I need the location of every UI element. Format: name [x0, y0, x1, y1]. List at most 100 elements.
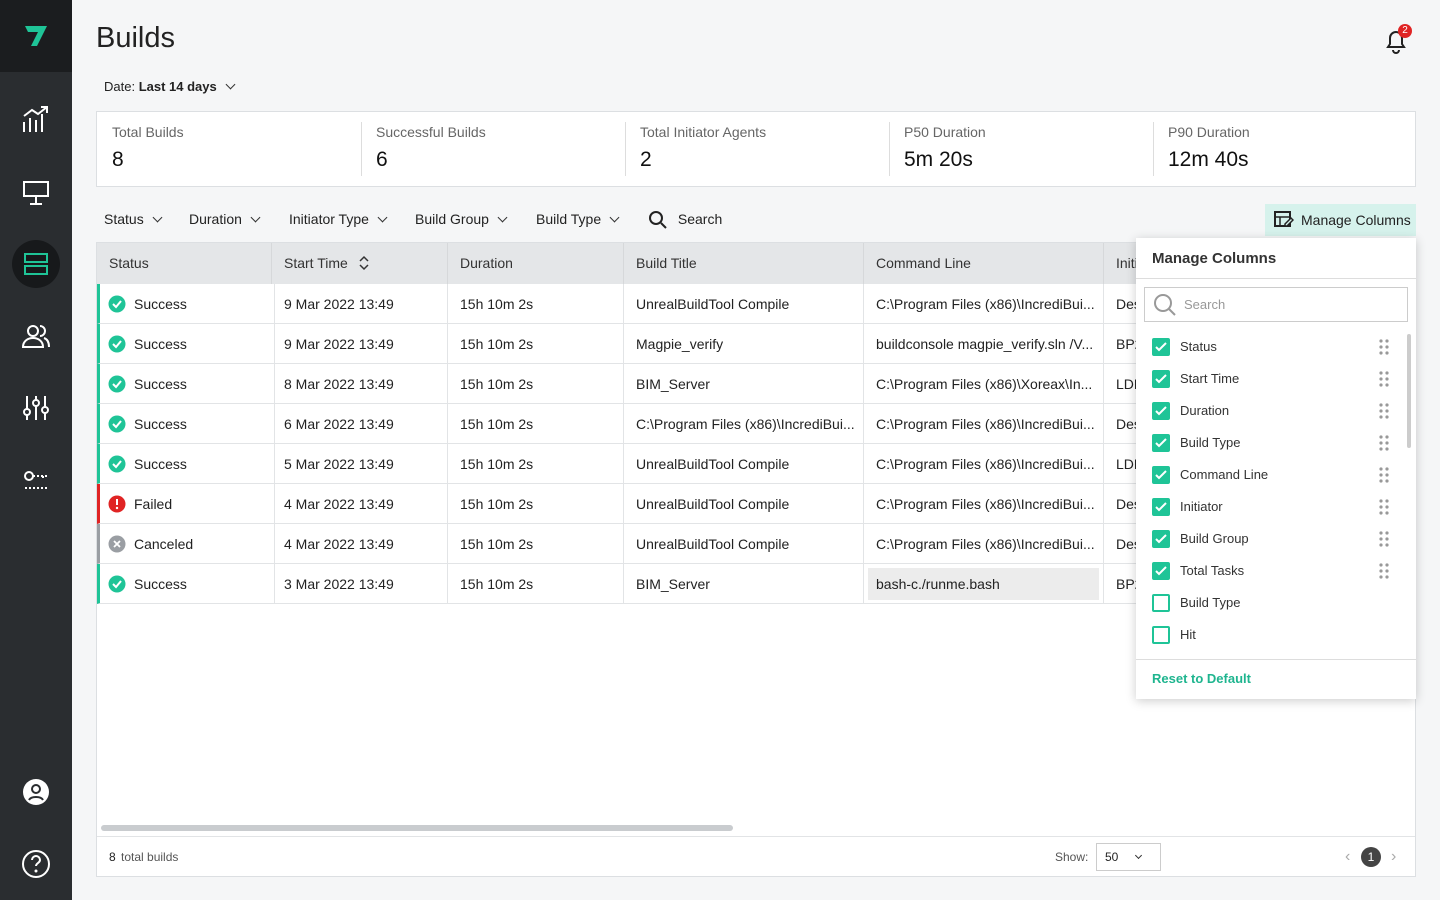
cell-text: C:\Program Files (x86)\IncrediBui... [876, 496, 1095, 512]
table-cell: 15h 10m 2s [448, 564, 624, 604]
drag-handle[interactable] [1378, 339, 1390, 355]
checkbox[interactable] [1152, 466, 1170, 484]
checkbox[interactable] [1152, 338, 1170, 356]
nav-profile[interactable] [20, 776, 52, 808]
checkbox[interactable] [1152, 530, 1170, 548]
scrollbar[interactable] [101, 825, 733, 831]
cell-text: Success [134, 416, 187, 432]
panel-search[interactable]: Search [1144, 287, 1408, 322]
status-icon [108, 375, 126, 393]
nav-keys[interactable] [20, 464, 52, 496]
nav-settings[interactable] [20, 392, 52, 424]
drag-handle[interactable] [1378, 435, 1390, 451]
nav-help[interactable] [20, 848, 52, 880]
column-header[interactable]: Status [97, 243, 272, 284]
panel-title: Manage Columns [1152, 250, 1277, 267]
next-page[interactable]: › [1391, 848, 1397, 865]
column-option[interactable]: Hit [1152, 625, 1392, 645]
table-cell: C:\Program Files (x86)\IncrediBui... [864, 484, 1104, 524]
checkbox[interactable] [1152, 562, 1170, 580]
drag-handle[interactable] [1378, 563, 1390, 579]
table-cell: UnrealBuildTool Compile [624, 524, 864, 564]
column-option-label: Status [1180, 339, 1217, 354]
nav-users[interactable] [20, 320, 52, 352]
checkbox[interactable] [1152, 402, 1170, 420]
reset-default[interactable]: Reset to Default [1152, 671, 1251, 686]
cell-text: Success [134, 336, 187, 352]
column-option-label: Initiator [1180, 499, 1223, 514]
checkbox[interactable] [1152, 434, 1170, 452]
column-option[interactable]: Initiator [1152, 497, 1392, 517]
total-label: total builds [121, 850, 179, 864]
manage-columns-button[interactable]: Manage Columns [1265, 204, 1416, 236]
column-header[interactable]: Build Title [624, 243, 864, 284]
checkbox[interactable] [1152, 498, 1170, 516]
drag-handle[interactable] [1378, 371, 1390, 387]
filter-label: Build Group [415, 211, 489, 227]
filter-dropdown[interactable]: Build Type [536, 209, 620, 229]
cell-text: 9 Mar 2022 13:49 [284, 296, 394, 312]
column-option[interactable]: Status [1152, 337, 1392, 357]
table-cell: 6 Mar 2022 13:49 [272, 404, 448, 444]
cell-text: buildconsole magpie_verify.sln /V... [876, 336, 1094, 352]
table-cell: Success [97, 284, 275, 324]
column-option[interactable]: Build Group [1152, 529, 1392, 549]
table-cell: BP2 [1104, 324, 1415, 364]
status-icon [108, 415, 126, 433]
table-cell: C:\Program Files (x86)\IncrediBui... [864, 284, 1104, 324]
cell-text: 15h 10m 2s [460, 576, 534, 592]
column-option[interactable]: Build Type [1152, 433, 1392, 453]
stat-label: P90 Duration [1168, 124, 1250, 140]
filter-label: Build Type [536, 211, 602, 227]
filter-dropdown[interactable]: Build Group [415, 209, 508, 229]
current-page[interactable]: 1 [1361, 847, 1381, 867]
table-cell: UnrealBuildTool Compile [624, 284, 864, 324]
nav-analytics[interactable] [20, 104, 52, 136]
filter-label: Initiator Type [289, 211, 369, 227]
table-cell: Canceled [97, 524, 275, 564]
cell-text: Des [1116, 416, 1141, 432]
drag-handle[interactable] [1378, 499, 1390, 515]
panel-scrollbar[interactable] [1407, 334, 1411, 448]
cell-text: BIM_Server [636, 376, 710, 392]
filter-dropdown[interactable]: Duration [189, 209, 261, 229]
manage-columns-label: Manage Columns [1301, 212, 1411, 228]
column-option[interactable]: Duration [1152, 401, 1392, 421]
column-header[interactable]: Command Line [864, 243, 1104, 284]
stat-value: 5m 20s [904, 148, 973, 171]
drag-handle[interactable] [1378, 531, 1390, 547]
status-icon [108, 535, 126, 553]
nav-builds-active[interactable] [12, 240, 60, 288]
column-option[interactable]: Command Line [1152, 465, 1392, 485]
checkbox[interactable] [1152, 370, 1170, 388]
drag-handle[interactable] [1378, 403, 1390, 419]
filter-dropdown[interactable]: Initiator Type [289, 209, 388, 229]
stat-divider [1153, 122, 1154, 176]
cell-text: 15h 10m 2s [460, 296, 534, 312]
column-option-label: Duration [1180, 403, 1230, 418]
stat-value: 12m 40s [1168, 148, 1249, 171]
prev-page[interactable]: ‹ [1345, 848, 1351, 865]
stat-label: Successful Builds [376, 124, 486, 140]
column-header[interactable]: Start Time [272, 243, 448, 284]
show-label: Show: [1055, 850, 1089, 864]
nav-agents[interactable] [20, 176, 52, 208]
table-cell: Magpie_verify [624, 324, 864, 364]
checkbox[interactable] [1152, 594, 1170, 612]
table-cell: 15h 10m 2s [448, 364, 624, 404]
cell-text: 5 Mar 2022 13:49 [284, 456, 394, 472]
column-option[interactable]: Start Time [1152, 369, 1392, 389]
column-option[interactable]: Total Tasks [1152, 561, 1392, 581]
cell-text: 15h 10m 2s [460, 536, 534, 552]
column-option[interactable]: Build Type [1152, 593, 1392, 613]
logo[interactable] [0, 0, 72, 72]
column-header[interactable]: Duration [448, 243, 624, 284]
search[interactable]: Search [648, 209, 722, 230]
filter-dropdown[interactable]: Status [104, 209, 163, 229]
table-cell: Success [97, 564, 275, 604]
page-size-select[interactable]: 50 [1096, 843, 1161, 871]
checkbox[interactable] [1152, 626, 1170, 644]
notifications[interactable]: 2 [1380, 24, 1412, 56]
drag-handle[interactable] [1378, 467, 1390, 483]
date-filter[interactable]: Date: Last 14 days [104, 79, 236, 94]
